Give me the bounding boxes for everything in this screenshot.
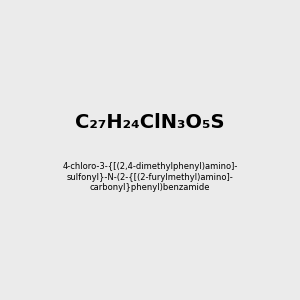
Text: 4-chloro-3-{[(2,4-dimethylphenyl)amino]-
sulfonyl}-N-(2-{[(2-furylmethyl)amino]-: 4-chloro-3-{[(2,4-dimethylphenyl)amino]-…: [62, 162, 238, 192]
Text: C₂₇H₂₄ClN₃O₅S: C₂₇H₂₄ClN₃O₅S: [75, 113, 225, 133]
